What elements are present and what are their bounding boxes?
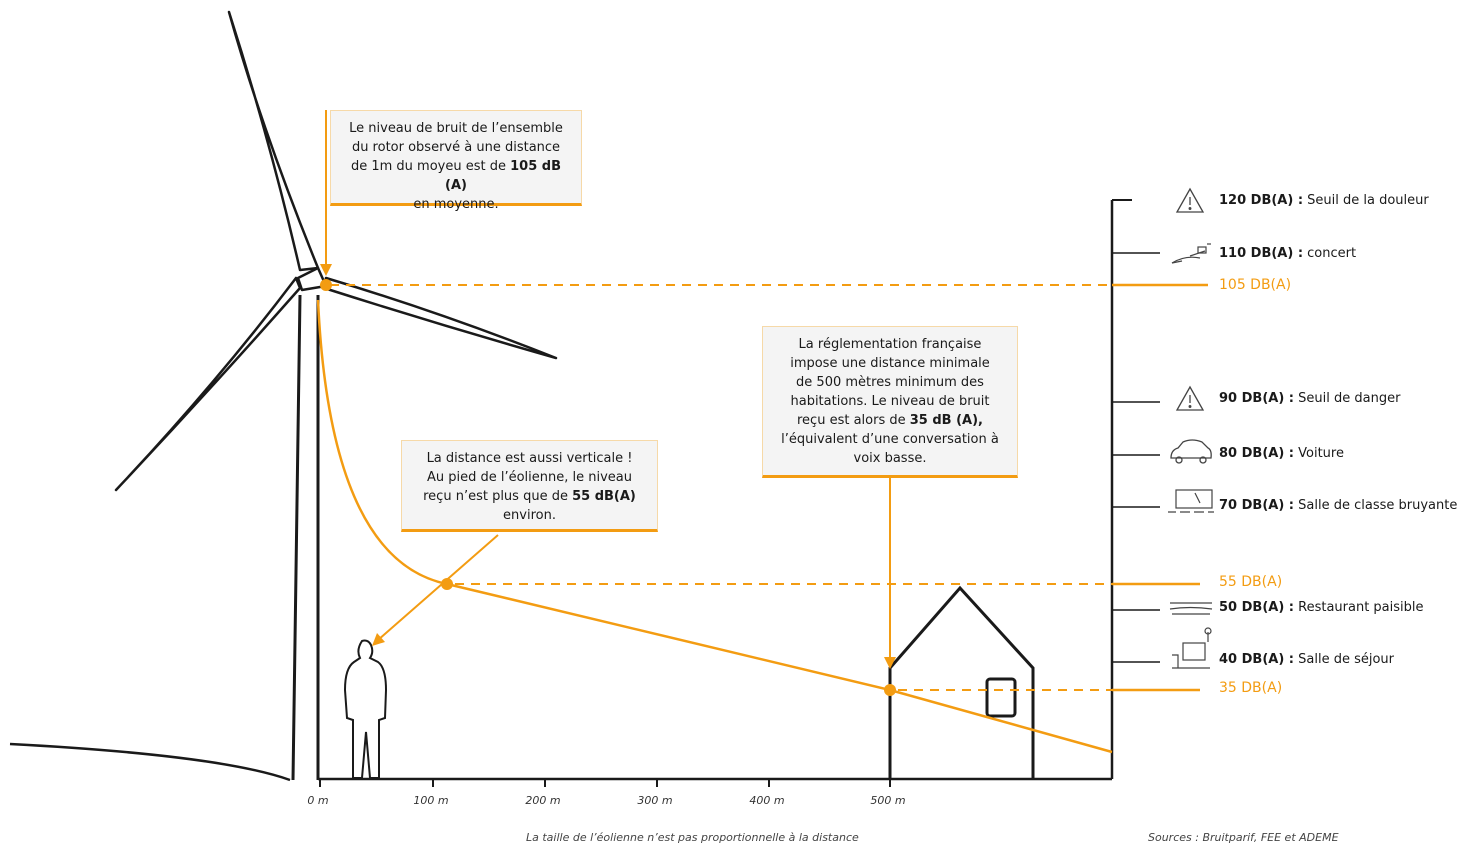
- car-icon: [1170, 439, 1212, 464]
- reference-ticks: [1112, 283, 1208, 692]
- scale-desc: Restaurant paisible: [1294, 600, 1424, 615]
- scale-level: 40 DB(A) :: [1219, 652, 1294, 667]
- reference-label-105: 105 DB(A): [1219, 277, 1292, 293]
- arrow-rotor-head: [320, 264, 332, 276]
- callout-regulation-line: l’équivalent d’une conversation à: [781, 432, 999, 447]
- scale-label-110: 110 DB(A) : concert: [1219, 246, 1356, 262]
- noise-decay-curve: [316, 299, 1113, 754]
- ground-hill: [9, 742, 291, 782]
- classroom-icon: [1168, 489, 1214, 513]
- guitar-icon: [1171, 243, 1211, 264]
- scale-level: 80 DB(A) :: [1219, 446, 1294, 461]
- reference-lines: [330, 284, 1112, 691]
- callout-vertical-line: reçu n’est plus que de: [423, 489, 573, 504]
- house: [888, 585, 1035, 779]
- reference-label-35: 35 DB(A): [1219, 680, 1283, 696]
- callout-arrows: [320, 110, 896, 669]
- callout-rotor: Le niveau de bruit de l’ensemble du roto…: [330, 110, 582, 212]
- scale-desc: Seuil de danger: [1294, 391, 1401, 406]
- callout-vertical-line: environ.: [503, 508, 556, 523]
- reference-label-55: 55 DB(A): [1219, 574, 1283, 590]
- turbine-blade-left: [114, 276, 302, 492]
- marker-35: [884, 684, 896, 696]
- person-silhouette: [343, 639, 388, 779]
- axis-tick-label: 300 m: [637, 794, 673, 807]
- scale-desc: Voiture: [1294, 446, 1344, 461]
- sources-note: Sources : Bruitparif, FEE et ADEME: [1148, 831, 1339, 844]
- turbine-blade-upper: [227, 10, 320, 272]
- axis-tick-label: 500 m: [870, 794, 906, 807]
- callout-vertical-line: La distance est aussi verticale !: [426, 451, 633, 466]
- arrow-house-head: [884, 657, 896, 669]
- house-window: [985, 677, 1017, 718]
- callout-vertical: La distance est aussi verticale ! Au pie…: [401, 440, 658, 532]
- warning-icon: [1175, 187, 1205, 213]
- cutlery-icon: [1169, 602, 1213, 615]
- axis-tick-label: 0 m: [307, 794, 329, 807]
- house-outline: [888, 585, 1035, 779]
- scale-label-120: 120 DB(A) : Seuil de la douleur: [1219, 193, 1429, 209]
- level-markers: [320, 279, 896, 696]
- scale-level: 50 DB(A) :: [1219, 600, 1294, 615]
- callout-vertical-value: 55 dB(A): [572, 489, 636, 504]
- callout-regulation-line: La réglementation française: [798, 337, 982, 352]
- scale-label-50: 50 DB(A) : Restaurant paisible: [1219, 600, 1424, 616]
- callout-regulation-line: de 500 mètres minimum des: [796, 375, 984, 390]
- scale-label-70: 70 DB(A) : Salle de classe bruyante: [1219, 498, 1457, 514]
- turbine-tower: [291, 294, 320, 781]
- axis-tick-label: 400 m: [749, 794, 785, 807]
- scale-level: 120 DB(A) :: [1219, 193, 1304, 208]
- arrow-person-head: [372, 633, 385, 646]
- turbine-blade-right: [322, 276, 558, 360]
- callout-rotor-line: du rotor observé à une distance: [351, 140, 561, 155]
- scale-ticks: [1112, 252, 1160, 663]
- callout-regulation-value: 35 dB (A),: [909, 413, 983, 428]
- callout-regulation-line: reçu est alors de: [797, 413, 910, 428]
- scale-desc: Salle de classe bruyante: [1294, 498, 1458, 513]
- axis-ticks: [319, 779, 891, 787]
- axis-tick-label: 200 m: [525, 794, 561, 807]
- callout-vertical-line: Au pied de l’éolienne, le niveau: [426, 470, 633, 485]
- callout-regulation-line: voix basse.: [853, 451, 927, 466]
- wind-turbine: [114, 10, 558, 781]
- proportion-note: La taille de l’éolienne n’est pas propor…: [526, 831, 859, 844]
- arrow-person-line: [377, 534, 499, 641]
- scale-level: 110 DB(A) :: [1219, 246, 1304, 261]
- callout-rotor-line: de 1m du moyeu est de: [350, 159, 511, 174]
- scale-desc: Salle de séjour: [1294, 652, 1395, 667]
- callout-rotor-value: 105 dB (A): [445, 159, 562, 193]
- warning-icon: [1175, 385, 1205, 411]
- callout-regulation-line: impose une distance minimale: [790, 356, 990, 371]
- callout-rotor-line: en moyenne.: [413, 197, 499, 212]
- axis-tick-label: 100 m: [413, 794, 449, 807]
- living-room-icon: [1172, 627, 1212, 669]
- callout-regulation: La réglementation française impose une d…: [762, 326, 1018, 478]
- scale-desc: Seuil de la douleur: [1303, 193, 1429, 208]
- scale-level: 90 DB(A) :: [1219, 391, 1294, 406]
- scale-desc: concert: [1303, 246, 1357, 261]
- callout-rotor-line: Le niveau de bruit de l’ensemble: [349, 121, 563, 136]
- scale-label-80: 80 DB(A) : Voiture: [1219, 446, 1344, 462]
- scale-label-40: 40 DB(A) : Salle de séjour: [1219, 652, 1394, 668]
- callout-regulation-line: habitations. Le niveau de bruit: [790, 394, 990, 409]
- scale-label-90: 90 DB(A) : Seuil de danger: [1219, 391, 1400, 407]
- marker-105: [320, 279, 332, 291]
- scale-level: 70 DB(A) :: [1219, 498, 1294, 513]
